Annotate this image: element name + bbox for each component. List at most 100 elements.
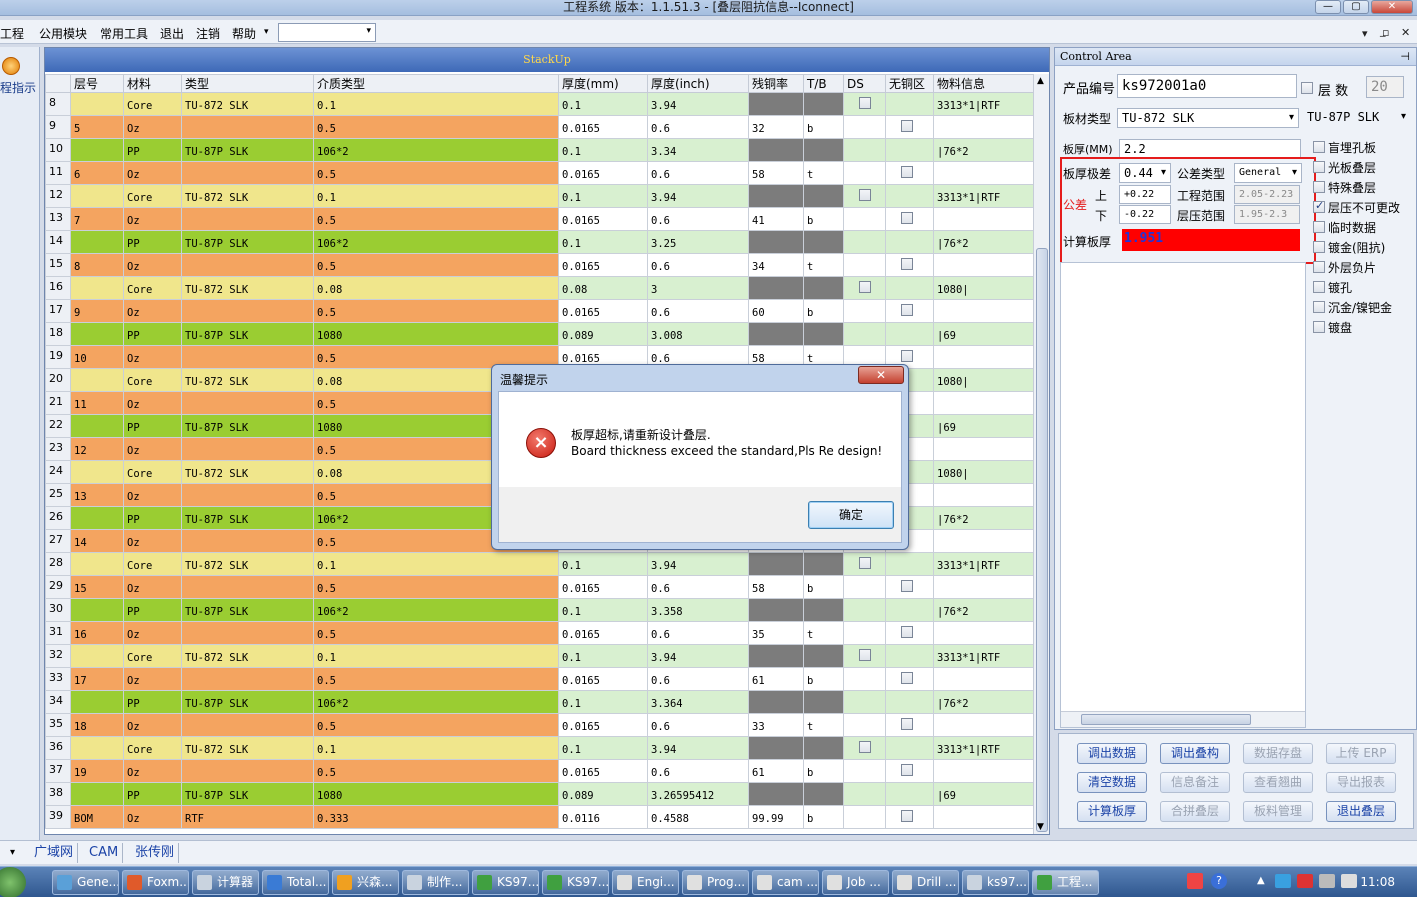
copper-ratio-cell[interactable] bbox=[748, 552, 804, 576]
sogou-icon[interactable] bbox=[1187, 873, 1203, 889]
table-row[interactable]: 17 9 Oz 0.5 0.0165 0.6 60 b bbox=[45, 299, 1034, 323]
material-cell[interactable]: Oz bbox=[123, 759, 182, 783]
type-cell[interactable] bbox=[181, 759, 314, 783]
row-number-cell[interactable]: 19 bbox=[45, 345, 71, 369]
material-info-cell[interactable] bbox=[933, 391, 1034, 415]
ds-cell[interactable] bbox=[843, 161, 886, 185]
top-bottom-cell[interactable] bbox=[803, 230, 844, 254]
no-copper-cell[interactable] bbox=[885, 345, 934, 369]
layer-number-cell[interactable] bbox=[70, 506, 124, 530]
thickness-inch-cell[interactable]: 3.94 bbox=[647, 184, 749, 208]
thickness-inch-cell[interactable]: 3.94 bbox=[647, 644, 749, 668]
copper-ratio-cell[interactable]: 34 bbox=[748, 253, 804, 277]
type-cell[interactable]: TU-872 SLK bbox=[181, 368, 314, 392]
no-copper-checkbox[interactable] bbox=[901, 166, 913, 178]
row-number-cell[interactable]: 25 bbox=[45, 483, 71, 507]
material-info-cell[interactable] bbox=[933, 575, 1034, 599]
copper-ratio-cell[interactable] bbox=[748, 92, 804, 116]
ds-cell[interactable] bbox=[843, 299, 886, 323]
row-number-cell[interactable]: 13 bbox=[45, 207, 71, 231]
type-cell[interactable]: TU-872 SLK bbox=[181, 552, 314, 576]
thickness-mm-cell[interactable]: 0.1 bbox=[558, 92, 648, 116]
material-cell[interactable]: Oz bbox=[123, 437, 182, 461]
ds-cell[interactable] bbox=[843, 667, 886, 691]
mdi-minimize-icon[interactable]: _ bbox=[1380, 24, 1386, 37]
thickness-inch-cell[interactable]: 3.94 bbox=[647, 736, 749, 760]
dielectric-cell[interactable]: 0.5 bbox=[313, 713, 559, 737]
no-copper-cell[interactable] bbox=[885, 621, 934, 645]
material-cell[interactable]: PP bbox=[123, 414, 182, 438]
no-copper-checkbox[interactable] bbox=[901, 580, 913, 592]
ds-cell[interactable] bbox=[843, 276, 886, 300]
row-number-cell[interactable]: 11 bbox=[45, 161, 71, 185]
material-cell[interactable]: Oz bbox=[123, 115, 182, 139]
pin-icon[interactable]: ⊣ bbox=[1400, 50, 1410, 63]
dialog-ok-button[interactable]: 确定 bbox=[808, 501, 894, 529]
dielectric-cell[interactable]: 0.5 bbox=[313, 667, 559, 691]
material-info-cell[interactable]: 3313*1|RTF bbox=[933, 736, 1034, 760]
material-info-cell[interactable] bbox=[933, 299, 1034, 323]
no-copper-checkbox[interactable] bbox=[901, 764, 913, 776]
row-number-cell[interactable]: 16 bbox=[45, 276, 71, 300]
no-copper-checkbox[interactable] bbox=[901, 672, 913, 684]
row-number-cell[interactable]: 18 bbox=[45, 322, 71, 346]
top-bottom-cell[interactable]: b bbox=[803, 575, 844, 599]
option-checkbox[interactable] bbox=[1313, 261, 1325, 273]
ds-cell[interactable] bbox=[843, 690, 886, 714]
layers-input[interactable]: 20 bbox=[1366, 76, 1404, 98]
table-row[interactable]: 34 PP TU-87P SLK 106*2 0.1 3.364 |76*2 bbox=[45, 690, 1034, 714]
option-checkbox[interactable] bbox=[1313, 161, 1325, 173]
row-number-cell[interactable]: 20 bbox=[45, 368, 71, 392]
type-cell[interactable] bbox=[181, 345, 314, 369]
row-number-cell[interactable]: 36 bbox=[45, 736, 71, 760]
volume-icon[interactable] bbox=[1319, 874, 1335, 888]
start-orb-icon[interactable] bbox=[0, 867, 26, 897]
table-row[interactable]: 9 5 Oz 0.5 0.0165 0.6 32 b bbox=[45, 115, 1034, 139]
thickness-inch-cell[interactable]: 0.6 bbox=[647, 621, 749, 645]
thickness-mm-cell[interactable]: 0.0165 bbox=[558, 345, 648, 369]
material-info-cell[interactable]: |76*2 bbox=[933, 690, 1034, 714]
table-row[interactable]: 38 PP TU-87P SLK 1080 0.089 3.26595412 |69 bbox=[45, 782, 1034, 806]
layer-number-cell[interactable]: 7 bbox=[70, 207, 124, 231]
row-number-cell[interactable]: 14 bbox=[45, 230, 71, 254]
thickness-mm-cell[interactable]: 0.1 bbox=[558, 552, 648, 576]
type-cell[interactable] bbox=[181, 161, 314, 185]
material-cell[interactable]: Oz bbox=[123, 575, 182, 599]
close-button[interactable]: ✕ bbox=[1371, 0, 1413, 14]
action-button[interactable]: 计算板厚 bbox=[1077, 801, 1147, 822]
thickness-mm-cell[interactable]: 0.0165 bbox=[558, 621, 648, 645]
type-cell[interactable]: TU-87P SLK bbox=[181, 230, 314, 254]
dielectric-cell[interactable]: 0.1 bbox=[313, 644, 559, 668]
copper-ratio-cell[interactable]: 58 bbox=[748, 161, 804, 185]
no-copper-checkbox[interactable] bbox=[901, 212, 913, 224]
action-button[interactable]: 合拼叠层 bbox=[1160, 801, 1230, 822]
copper-ratio-cell[interactable] bbox=[748, 598, 804, 622]
no-copper-cell[interactable] bbox=[885, 322, 934, 346]
network-tray-icon[interactable] bbox=[1275, 874, 1291, 888]
thickness-mm-cell[interactable]: 0.0165 bbox=[558, 207, 648, 231]
taskbar-button[interactable]: KS97... bbox=[472, 870, 539, 895]
taskbar-button[interactable]: Total... bbox=[262, 870, 329, 895]
layer-number-cell[interactable] bbox=[70, 184, 124, 208]
row-number-cell[interactable]: 17 bbox=[45, 299, 71, 323]
layer-number-cell[interactable] bbox=[70, 322, 124, 346]
copper-ratio-cell[interactable] bbox=[748, 276, 804, 300]
layer-number-cell[interactable]: 19 bbox=[70, 759, 124, 783]
dielectric-cell[interactable]: 0.5 bbox=[313, 207, 559, 231]
layer-number-cell[interactable] bbox=[70, 782, 124, 806]
no-copper-checkbox[interactable] bbox=[901, 304, 913, 316]
material-info-cell[interactable] bbox=[933, 115, 1034, 139]
row-number-cell[interactable]: 22 bbox=[45, 414, 71, 438]
no-copper-cell[interactable] bbox=[885, 552, 934, 576]
menu-project[interactable]: 工程 bbox=[0, 27, 25, 41]
column-header[interactable]: DS bbox=[843, 74, 886, 93]
row-number-cell[interactable]: 15 bbox=[45, 253, 71, 277]
thickness-inch-cell[interactable]: 3.26595412 bbox=[647, 782, 749, 806]
thickness-inch-cell[interactable]: 3.25 bbox=[647, 230, 749, 254]
material-info-cell[interactable]: |69 bbox=[933, 322, 1034, 346]
thickness-mm-cell[interactable]: 0.08 bbox=[558, 276, 648, 300]
top-bottom-cell[interactable]: b bbox=[803, 667, 844, 691]
tab-wan[interactable]: 广域网 bbox=[30, 843, 79, 863]
scroll-down-icon[interactable]: ▼ bbox=[1037, 822, 1044, 832]
table-row[interactable]: 16 Core TU-872 SLK 0.08 0.08 3 1080| bbox=[45, 276, 1034, 300]
